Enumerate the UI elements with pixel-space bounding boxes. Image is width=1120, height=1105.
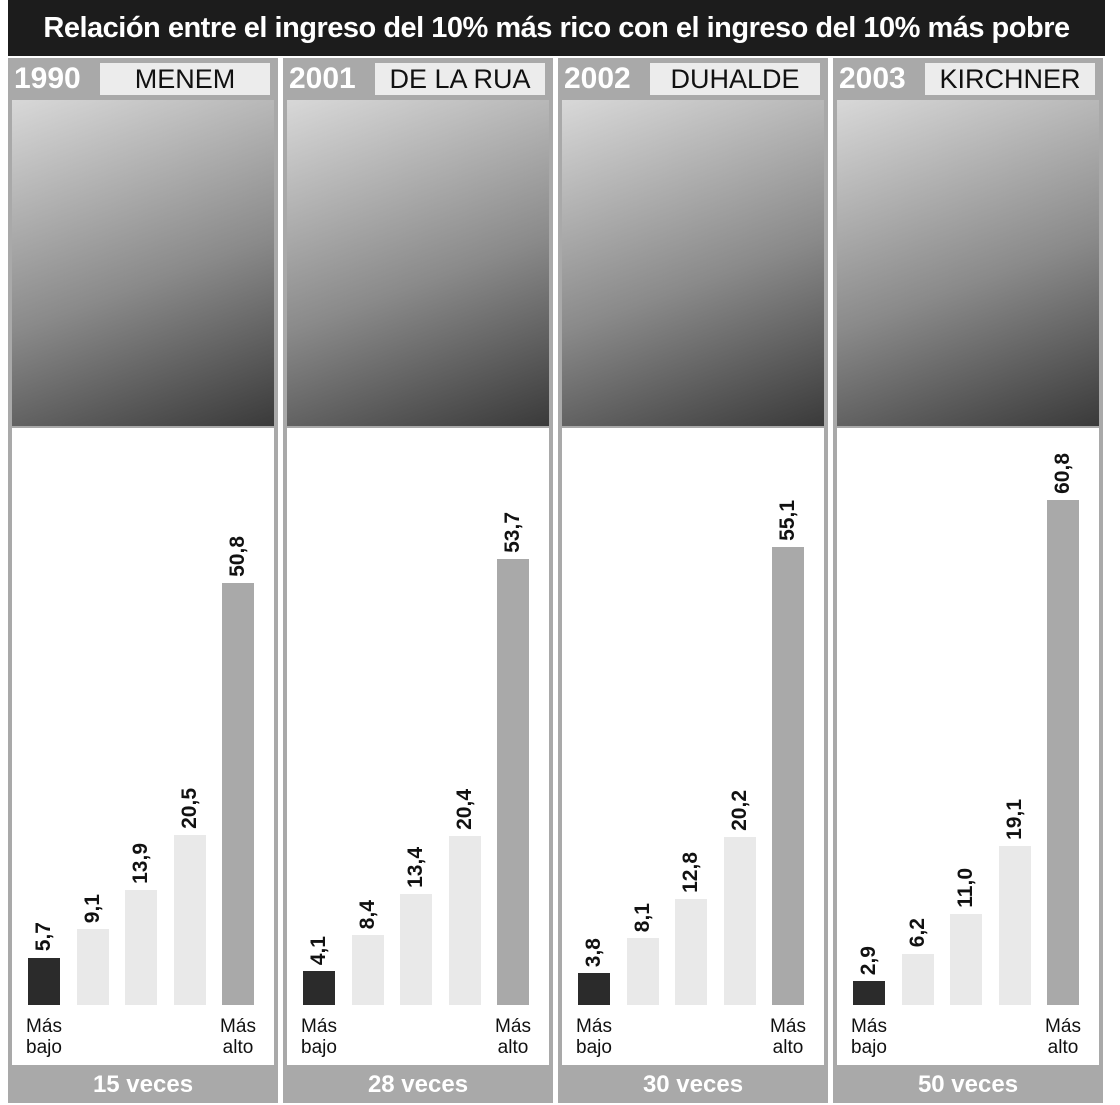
year: 1990 [14,62,81,95]
bar [497,558,529,1005]
bar [675,898,707,1005]
bar [950,913,982,1005]
value-label: 2,9 [857,945,880,975]
value-label: 9,1 [80,894,104,924]
category-label: Más bajo [851,1016,887,1058]
value-label: 19,1 [1002,799,1026,841]
bar [772,547,804,1005]
photo [562,100,824,426]
title: Relación entre el ingreso del 10% más ri… [8,0,1105,56]
photo [287,100,549,426]
president-name: KIRCHNER [925,63,1095,95]
bar [173,834,206,1005]
category-label: Más bajo [26,1016,62,1058]
bar [76,929,109,1005]
footer: 50 veces [917,1071,1019,1098]
chart-area: 4,1 Más bajo 8,4 13,4 20,4 53,7 Más alto [287,428,549,1065]
value-label: 12,8 [679,851,702,893]
president-name: MENEM [100,63,270,95]
bar [578,973,610,1005]
panel: 1990 MENEM 5,7 Más bajo 9,1 13,9 20,5 50,8 Más a… [8,58,278,1103]
value-label: 13,4 [404,846,427,888]
bar [626,937,659,1005]
value-label: 13,9 [129,842,152,884]
value-label: 6,2 [905,918,929,948]
bar [448,835,481,1005]
bar [1047,500,1079,1005]
footer: 28 veces [367,1071,469,1098]
president-name: DUHALDE [650,63,820,95]
year: 2002 [564,62,631,95]
bar [853,980,885,1005]
bar [400,893,432,1005]
value-label: 8,1 [630,902,654,932]
bar [351,935,384,1005]
panel: 2001 DE LA RUA 4,1 Más bajo 8,4 13,4 20,4 53,7 M… [283,58,553,1103]
category-label: Más alto [770,1016,806,1058]
bar [723,837,756,1005]
chart-area: 5,7 Más bajo 9,1 13,9 20,5 50,8 Más alto [12,428,274,1065]
bar [901,953,934,1005]
value-label: 11,0 [954,867,977,908]
bar [125,889,157,1005]
year: 2001 [289,62,356,95]
value-label: 55,1 [776,500,799,542]
category-label: Más bajo [576,1016,612,1058]
bar [303,970,335,1005]
photo [837,100,1099,426]
value-label: 50,8 [226,536,249,578]
value-label: 53,7 [501,512,524,553]
panel: 2002 DUHALDE 3,8 Más bajo 8,1 12,8 20,2 55,1 Más… [558,58,828,1103]
year: 2003 [839,62,906,95]
footer: 15 veces [92,1071,194,1098]
bar [998,846,1031,1005]
value-label: 3,8 [582,938,605,968]
panel: 2003 KIRCHNER 2,9 Más bajo 6,2 11,0 19,1 60,8 Má… [833,58,1103,1103]
category-label: Más alto [1045,1016,1081,1058]
bar [222,583,254,1005]
category-label: Más bajo [301,1016,337,1058]
value-label: 4,1 [307,935,330,965]
value-label: 20,2 [727,790,751,832]
president-name: DE LA RUA [375,63,545,95]
category-label: Más alto [220,1016,256,1058]
chart-area: 3,8 Más bajo 8,1 12,8 20,2 55,1 Más alto [562,428,824,1065]
value-label: 60,8 [1051,453,1074,494]
value-label: 20,4 [452,788,476,830]
footer: 30 veces [642,1071,744,1098]
value-label: 5,7 [32,922,55,952]
photo [12,100,274,426]
chart-area: 2,9 Más bajo 6,2 11,0 19,1 60,8 Más alto [837,428,1099,1065]
bar [28,957,60,1005]
category-label: Más alto [495,1016,531,1058]
value-label: 20,5 [177,787,201,829]
value-label: 8,4 [355,900,379,930]
